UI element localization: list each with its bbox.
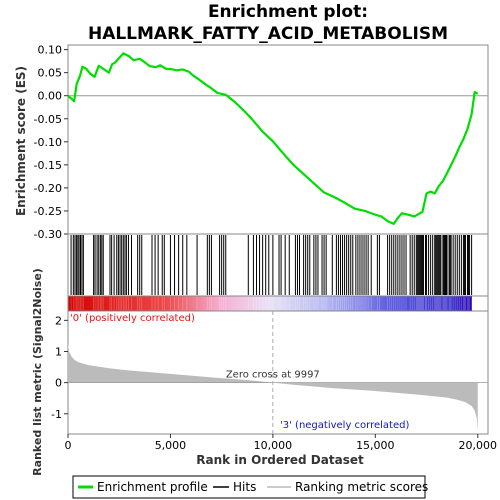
rank-color-bar xyxy=(68,296,472,311)
positive-correlation-label: '0' (positively correlated) xyxy=(70,313,195,324)
negative-correlation-label: '3' (negatively correlated) xyxy=(280,420,409,431)
legend-hits-label: Hits xyxy=(233,480,256,494)
x-tick-label: 10,000 xyxy=(254,439,293,452)
rank-y-tick-label: -1 xyxy=(51,408,62,421)
rank-y-axis-label: Ranked list metric (Signal2Noise) xyxy=(31,268,44,476)
legend-ranking-label: Ranking metric scores xyxy=(295,480,428,494)
legend-frame xyxy=(72,475,426,499)
rank-bar-hit-ticks xyxy=(70,297,473,310)
hit-markers xyxy=(70,235,473,295)
es-y-axis: 0.10 0.05 0.00 -0.05 -0.10 -0.15 -0.20 -0.25 -0.… xyxy=(34,44,68,241)
es-y-tick-label: -0.05 xyxy=(34,113,62,126)
rank-y-tick-label: 0 xyxy=(55,377,62,390)
rank-y-tick-label: 2 xyxy=(55,314,62,327)
x-tick-label: 0 xyxy=(65,439,72,452)
es-y-tick-label: -0.25 xyxy=(34,205,62,218)
rank-y-axis: 2 1 0 -1 xyxy=(51,314,68,421)
zero-cross-label: Zero cross at 9997 xyxy=(226,370,320,381)
chart-title-line1: Enrichment plot: xyxy=(208,2,368,22)
rank-y-tick-label: 1 xyxy=(55,345,62,358)
es-y-tick-label: -0.15 xyxy=(34,159,62,172)
legend-enrichment-label: Enrichment profile xyxy=(97,480,208,494)
chart-title-line2: HALLMARK_FATTY_ACID_METABOLISM xyxy=(88,24,448,44)
x-tick-label: 5,000 xyxy=(155,439,187,452)
es-y-tick-label: -0.10 xyxy=(34,136,62,149)
x-axis-label: Rank in Ordered Dataset xyxy=(196,453,364,467)
ranking-metric-area xyxy=(68,342,478,431)
es-panel-frame xyxy=(67,44,489,235)
legend: Enrichment profile Hits Ranking metric s… xyxy=(72,475,428,499)
enrichment-profile-line xyxy=(67,52,479,225)
x-tick-label: 20,000 xyxy=(459,439,498,452)
x-axis: 0 5,000 10,000 15,000 20,000 xyxy=(65,434,498,452)
es-y-tick-label: 0.05 xyxy=(38,67,63,80)
es-y-axis-label: Enrichment score (ES) xyxy=(14,66,28,216)
x-tick-label: 15,000 xyxy=(356,439,395,452)
es-y-tick-label: -0.20 xyxy=(34,182,62,195)
es-y-tick-label: 0.00 xyxy=(38,90,63,103)
es-y-tick-label: 0.10 xyxy=(38,44,63,57)
es-y-tick-label: -0.30 xyxy=(34,228,62,241)
hits-panel-frame xyxy=(67,233,489,297)
